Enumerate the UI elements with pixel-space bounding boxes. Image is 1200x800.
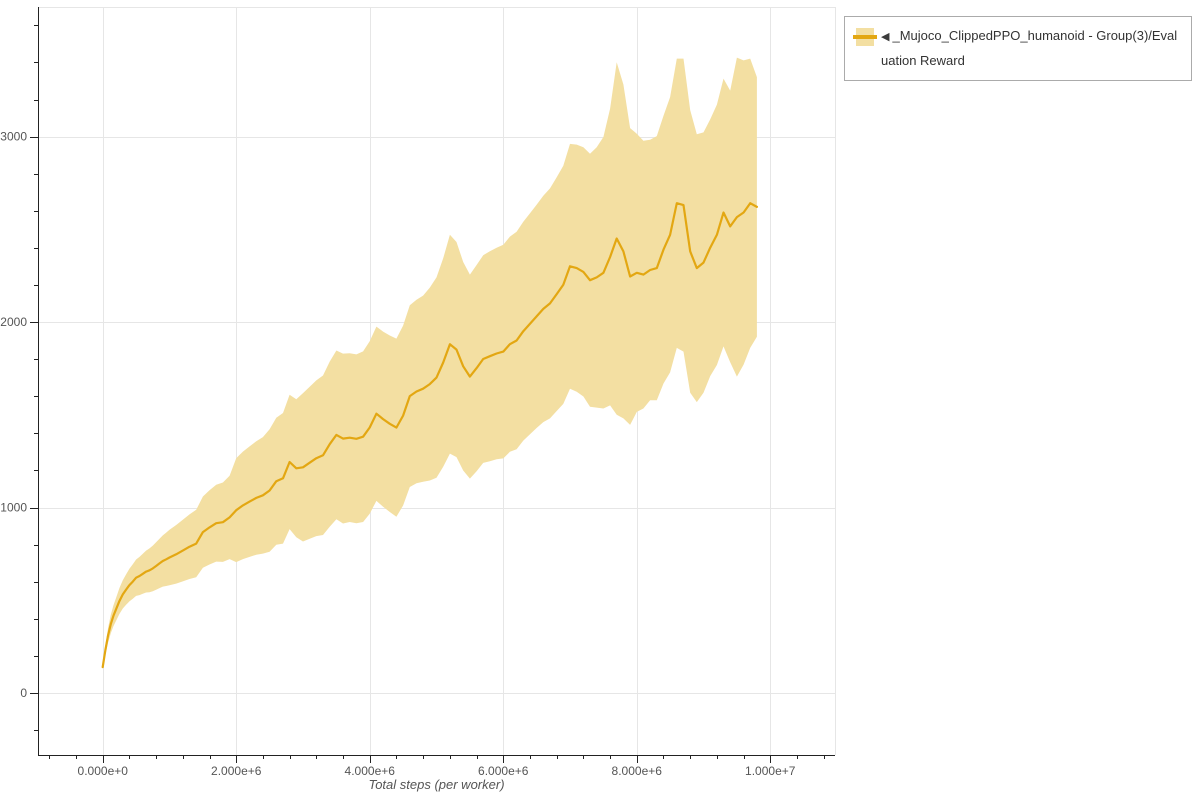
legend-item-evaluation-reward[interactable]: ◀ _Mujoco_ClippedPPO_humanoid - Group(3)/… (853, 24, 1182, 73)
x-tick-label: 1.000e+7 (745, 764, 796, 778)
x-axis-title: Total steps (per worker) (368, 777, 504, 792)
legend-label: ◀ _Mujoco_ClippedPPO_humanoid - Group(3)/… (881, 24, 1182, 73)
legend: ◀ _Mujoco_ClippedPPO_humanoid - Group(3)/… (844, 16, 1192, 81)
x-tick-label: 8.000e+6 (612, 764, 663, 778)
y-tick-label: 0 (20, 686, 27, 700)
legend-swatch (853, 28, 877, 46)
confidence-band (102, 57, 757, 669)
x-tick-label: 2.000e+6 (211, 764, 262, 778)
mean-line (101, 202, 758, 669)
y-tick-label: 2000 (0, 315, 27, 329)
x-tick-label: 4.000e+6 (345, 764, 396, 778)
x-tick-label: 0.000e+0 (78, 764, 129, 778)
y-tick-label: 3000 (0, 130, 27, 144)
legend-swatch-line (853, 35, 877, 39)
x-tick-label: 6.000e+6 (478, 764, 529, 778)
legend-series-name: _Mujoco_ClippedPPO_humanoid - Group(3)/E… (881, 28, 1178, 68)
collapse-triangle-icon[interactable]: ◀ (881, 31, 890, 43)
y-tick-label: 1000 (0, 501, 27, 515)
